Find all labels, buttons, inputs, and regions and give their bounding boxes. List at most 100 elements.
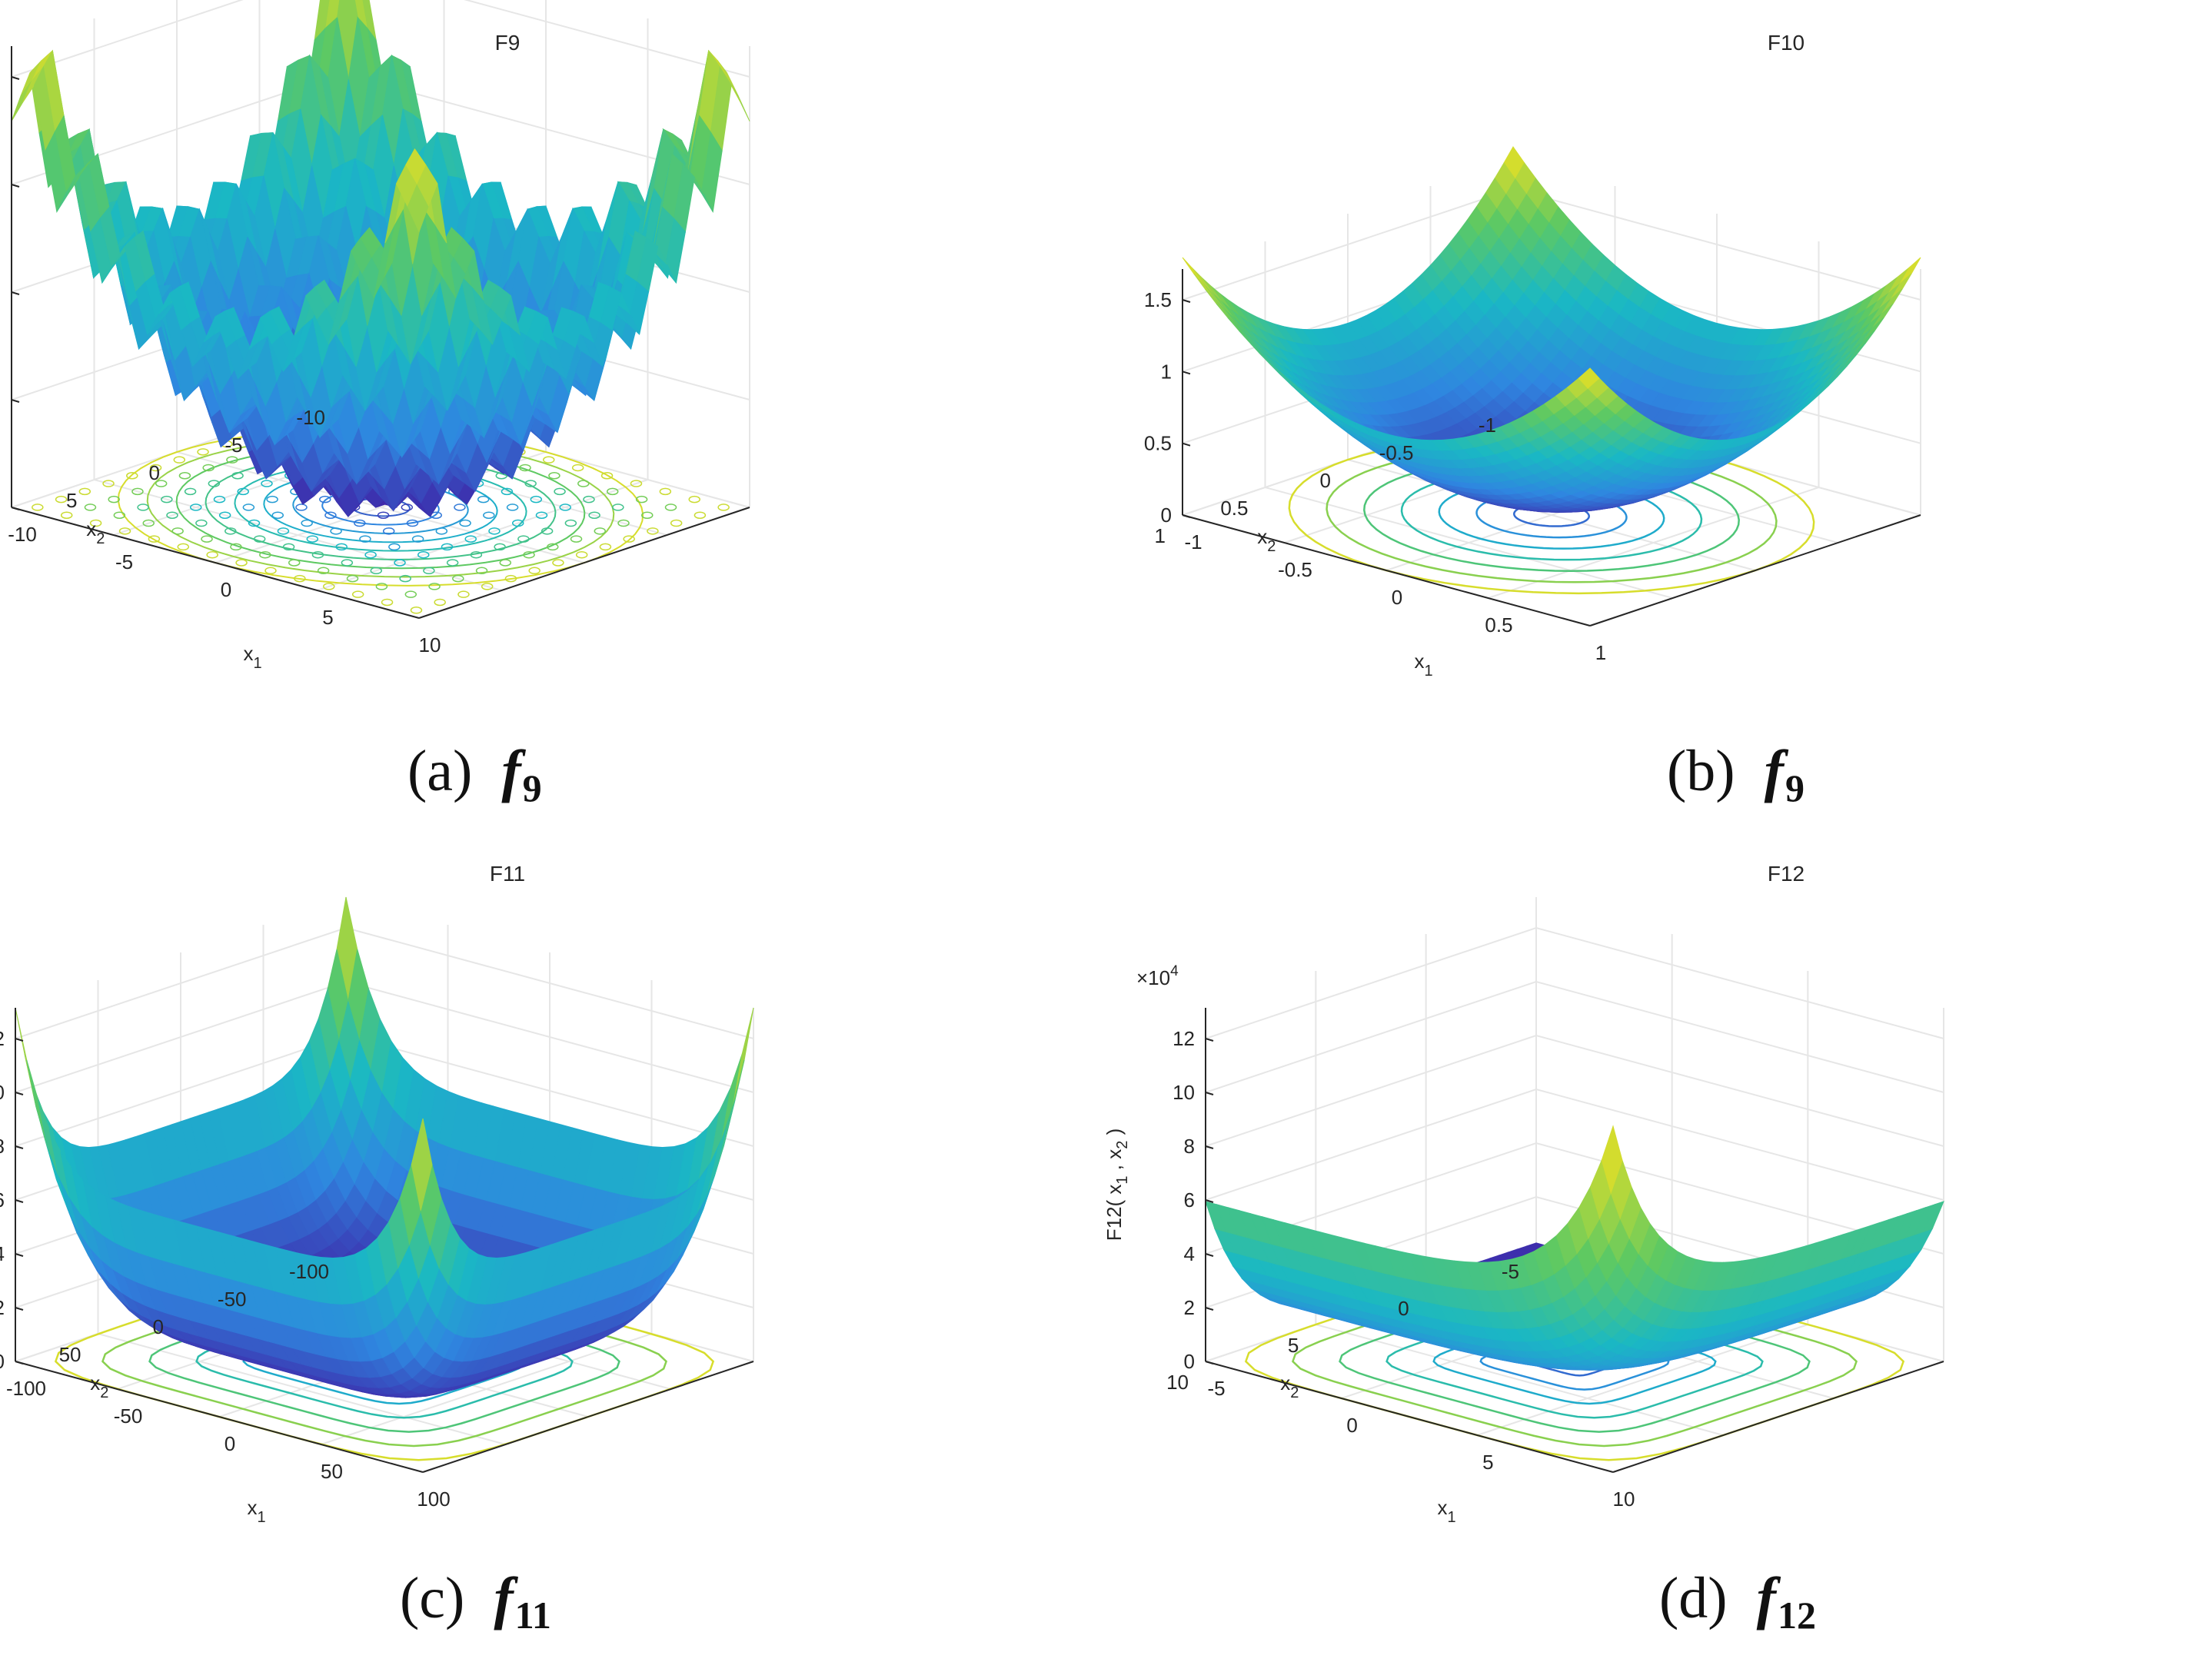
y-axis-label: x2 [1280,1371,1299,1401]
z-axis-label: F12( x1 , x2 ) [1106,1128,1131,1242]
y-tick-label: 5 [66,489,77,512]
x-axis-label-sub: 1 [254,655,262,672]
z-tick-label: 6 [0,1188,5,1212]
y-tick-label: 0 [153,1315,164,1338]
caption-b: (b) f9 [1667,738,1805,810]
z-axis-label: F10( x1 , x2 ) [1106,336,1108,449]
x-tick-label: 50 [321,1460,343,1483]
z-tick-label: 8 [1184,1135,1195,1158]
z-tick-label: 200 [0,65,1,88]
z-tick-label: 0 [1161,504,1172,527]
y-tick-label: 5 [1288,1334,1299,1357]
x-axis-label-sub: 1 [1448,1509,1456,1526]
x-tick-label: 10 [419,633,441,656]
z-tick-label: 100 [0,281,1,304]
x-axis-label-sub: 1 [1425,663,1433,680]
y-axis-label-sub: 2 [1290,1384,1299,1401]
x-tick-label: 100 [417,1487,450,1511]
y-axis-label-sub: 2 [1267,538,1276,555]
z-tick-label: 10 [0,1081,5,1104]
x-axis-label: x1 [244,642,262,672]
surface-mesh [15,896,754,1398]
caption-letter: (b) [1667,739,1735,803]
x-axis-label: x1 [1415,650,1433,680]
y-tick-label: -10 [296,406,325,429]
caption-function: f9 [1764,739,1805,809]
caption-letter: (a) [407,739,473,803]
x-axis-label: x1 [248,1496,266,1526]
y-tick-label: 10 [1166,1371,1189,1394]
plot-title: F9 [495,31,521,55]
z-tick-label: 1 [1161,360,1172,383]
caption-letter: (d) [1659,1566,1728,1630]
y-axis-label: x2 [1257,525,1276,555]
x-tick-label: 5 [1482,1451,1493,1474]
y-tick-label: 1 [1155,524,1166,547]
x-tick-label: -100 [6,1377,46,1400]
y-tick-label: -5 [225,434,242,457]
z-tick-label: 10 [1173,1081,1195,1104]
x-axis-label: x1 [1438,1496,1456,1526]
z-tick-label: 0 [0,1350,5,1373]
x-tick-label: 0.5 [1485,613,1512,637]
z-tick-label: 0 [0,496,1,519]
y-tick-label: -100 [289,1260,329,1283]
x-tick-label: -5 [115,550,133,573]
x-tick-label: 10 [1613,1487,1635,1511]
z-tick-label: 2 [1184,1296,1195,1319]
caption-function: f12 [1756,1566,1816,1637]
caption-function: f9 [501,739,542,809]
z-tick-label: 12 [1173,1027,1195,1050]
axes: 024681012-100-50050100-100-50050100x1x2F… [0,1008,754,1526]
z-tick-label: 4 [1184,1242,1195,1265]
caption-function: f11 [494,1566,551,1637]
surface-mesh [1205,1125,1944,1371]
x-tick-label: 1 [1595,641,1606,664]
z-tick-label: 0 [1184,1350,1195,1373]
plot-title: F12 [1768,862,1805,886]
y-axis-label-sub: 2 [100,1384,108,1401]
y-axis-label: x2 [90,1371,108,1401]
z-tick-label: 6 [1184,1188,1195,1212]
z-tick-label: 50 [0,388,1,411]
x-tick-label: -50 [114,1404,143,1428]
plot-title: F11 [490,862,525,886]
x-tick-label: -5 [1207,1377,1225,1400]
y-tick-label: -50 [218,1288,247,1311]
y-tick-label: 50 [59,1343,81,1366]
caption-a: (a) f9 [407,738,542,810]
z-tick-label: 0.5 [1144,432,1172,455]
z-tick-label: 2 [0,1296,5,1319]
y-tick-label: -0.5 [1379,441,1414,464]
caption-d: (d) f12 [1659,1565,1816,1637]
x-tick-label: -10 [8,523,37,546]
y-tick-label: 0 [1320,469,1331,492]
z-tick-label: 150 [0,173,1,196]
y-tick-label: 0 [1398,1297,1409,1320]
figure-panel-c: 024681012-100-50050100-100-50050100x1x2F… [0,831,1106,1662]
z-tick-label: 8 [0,1135,5,1158]
surface-mesh [1182,146,1921,513]
x-tick-label: 0 [1392,586,1402,609]
x-axis-label-sub: 1 [258,1509,266,1526]
axis-grid [1205,897,1944,1473]
x-tick-label: 0 [221,578,231,601]
x-tick-label: 0 [1346,1414,1357,1437]
y-tick-label: 0 [149,461,160,484]
surface-mesh [11,0,750,517]
z-exponent-label: ×104 [1136,963,1179,989]
x-tick-label: -0.5 [1278,558,1312,581]
z-tick-label: 4 [0,1242,5,1265]
x-tick-label: 0 [225,1432,235,1455]
y-axis-label: x2 [86,517,105,547]
caption-c: (c) f11 [400,1565,551,1637]
